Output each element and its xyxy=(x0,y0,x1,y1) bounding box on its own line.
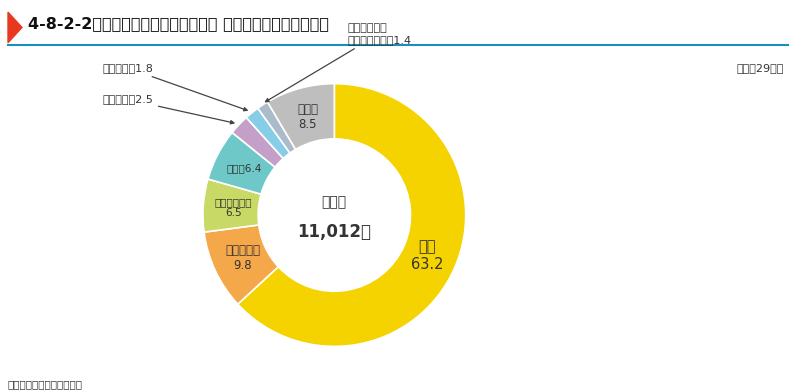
Text: 注　警察庁の統計による。: 注 警察庁の統計による。 xyxy=(8,379,83,389)
Wedge shape xyxy=(238,84,466,346)
Text: 詐欺　6.4: 詐欺 6.4 xyxy=(227,163,262,174)
Polygon shape xyxy=(8,12,22,43)
Text: 11,012件: 11,012件 xyxy=(298,223,371,241)
Text: 住居侵入　2.5: 住居侵入 2.5 xyxy=(102,95,234,124)
Text: 総　数: 総 数 xyxy=(322,195,347,209)
Wedge shape xyxy=(204,225,279,304)
Text: 窃盗
63.2: 窃盗 63.2 xyxy=(411,239,443,272)
Text: （平成29年）: （平成29年） xyxy=(736,63,784,73)
Text: 器物損壊　1.8: 器物損壊 1.8 xyxy=(102,63,248,111)
Wedge shape xyxy=(203,179,261,232)
Text: 4-8-2-2図　来日外国人による刑法犯 検挙件数の罪名別構成比: 4-8-2-2図 来日外国人による刑法犯 検挙件数の罪名別構成比 xyxy=(28,16,329,31)
Text: 遺失物等横領
6.5: 遺失物等横領 6.5 xyxy=(215,197,252,219)
Wedge shape xyxy=(246,108,290,158)
Wedge shape xyxy=(267,84,334,149)
Wedge shape xyxy=(208,133,275,194)
Text: 傷害・暴行
9.8: 傷害・暴行 9.8 xyxy=(225,244,260,272)
Text: その他
8.5: その他 8.5 xyxy=(297,104,318,131)
Wedge shape xyxy=(232,118,283,167)
Wedge shape xyxy=(258,102,295,153)
Text: 強制性交等・
強制わいせつ　1.4: 強制性交等・ 強制わいせつ 1.4 xyxy=(266,23,412,102)
